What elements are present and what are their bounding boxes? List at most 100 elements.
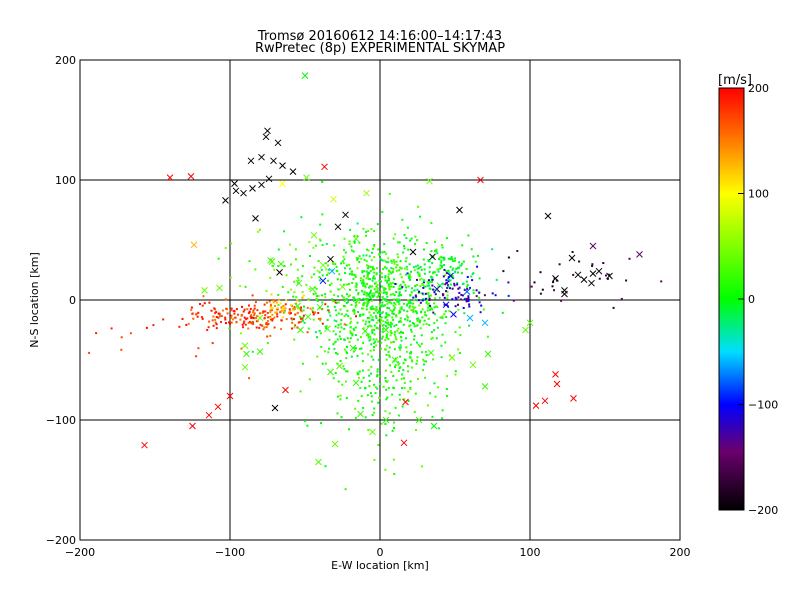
data-point-x [349, 344, 357, 352]
data-point-dot [428, 299, 431, 302]
data-point-dot [248, 260, 251, 263]
data-point-dot [412, 306, 415, 309]
data-point-dot [283, 310, 286, 313]
data-point-dot [491, 292, 494, 295]
data-point-dot [461, 262, 464, 265]
data-point-dot [312, 318, 315, 321]
data-point-x [415, 416, 423, 424]
data-point-dot [368, 311, 371, 314]
data-point-dot [368, 295, 371, 298]
data-point-dot [255, 317, 258, 320]
data-point-dot [384, 380, 387, 383]
data-point-dot [365, 270, 368, 273]
data-point-dot [201, 316, 203, 319]
data-point-dot [431, 278, 434, 281]
data-point-dot [386, 396, 389, 399]
data-point-dot [401, 373, 404, 376]
data-point-dot [392, 281, 395, 284]
data-point-dot [408, 263, 411, 266]
data-point-dot [469, 286, 471, 289]
data-point-dot [229, 309, 232, 312]
data-point-dot [383, 250, 386, 253]
data-point-dot [277, 265, 280, 268]
data-point-dot [434, 271, 437, 274]
data-point-dot [337, 380, 340, 383]
data-point-dot [212, 324, 215, 327]
data-point-dot [467, 295, 470, 298]
data-point-dot [335, 314, 338, 317]
y-tick-label: 100 [55, 174, 76, 187]
data-point-dot [419, 215, 422, 218]
data-point-dot [346, 309, 349, 312]
data-point-dot [365, 292, 368, 295]
data-point-x [552, 275, 559, 282]
data-point-dot [354, 305, 357, 308]
data-point-dot [457, 287, 460, 290]
data-point-dot [345, 324, 348, 327]
data-point-dot [352, 350, 355, 353]
data-point-dot [312, 246, 315, 249]
data-point-dot [454, 270, 457, 273]
data-point-dot [178, 325, 181, 328]
data-point-dot [410, 330, 413, 333]
data-point-dot [365, 294, 368, 297]
data-point-x [484, 350, 492, 358]
data-point-dot [456, 267, 459, 270]
data-point-dot [446, 281, 448, 284]
data-point-dot [359, 277, 362, 280]
data-point-dot [398, 294, 401, 297]
data-point-dot [299, 390, 302, 393]
data-point-dot [438, 256, 441, 259]
data-point-dot [380, 305, 382, 308]
data-point-dot [398, 393, 401, 396]
data-point-x [430, 422, 438, 430]
data-point-dot [385, 312, 388, 315]
data-point-dot [368, 324, 371, 327]
data-point-dot [361, 279, 364, 282]
data-point-dot [145, 326, 148, 329]
data-point-dot [292, 295, 295, 298]
data-point-dot [572, 273, 575, 276]
data-point-dot [415, 362, 418, 365]
data-point-dot [273, 326, 276, 329]
data-point-dot [319, 332, 322, 335]
data-point-dot [390, 371, 393, 373]
data-point-dot [314, 292, 317, 295]
data-point-dot [214, 312, 216, 315]
data-point-dot [363, 275, 366, 278]
data-point-dot [442, 282, 444, 285]
data-point-dot [350, 320, 353, 323]
data-point-dot [120, 336, 123, 339]
data-point-dot [320, 422, 322, 425]
data-point-dot [435, 250, 438, 253]
data-point-dot [416, 284, 419, 286]
data-point-dot [355, 283, 358, 286]
data-point-dot [384, 468, 387, 471]
data-point-dot [392, 259, 395, 262]
data-point-dot [332, 330, 335, 333]
data-point-dot [385, 388, 388, 391]
data-point-dot [254, 301, 257, 304]
data-point-dot [333, 305, 336, 308]
data-point-dot [332, 343, 335, 346]
data-point-dot [424, 311, 426, 314]
data-point-dot [88, 351, 91, 354]
data-point-dot [344, 305, 347, 308]
data-point-x [201, 287, 208, 294]
data-point-dot [306, 306, 309, 309]
data-point-dot [361, 352, 364, 355]
data-point-x [382, 326, 390, 334]
data-point-x [352, 379, 360, 387]
data-point-dot [612, 306, 615, 309]
data-point-dot [309, 255, 311, 257]
data-point-dot [436, 268, 439, 271]
data-point-dot [253, 313, 256, 316]
data-point-dot [381, 210, 384, 213]
data-point-dot [266, 335, 269, 338]
data-point-dot [447, 285, 450, 288]
data-point-dot [316, 298, 319, 301]
data-point-dot [366, 317, 369, 319]
data-point-dot [274, 311, 277, 314]
colorbar-tick-label: 100 [748, 188, 769, 201]
data-point-dot [380, 347, 383, 350]
